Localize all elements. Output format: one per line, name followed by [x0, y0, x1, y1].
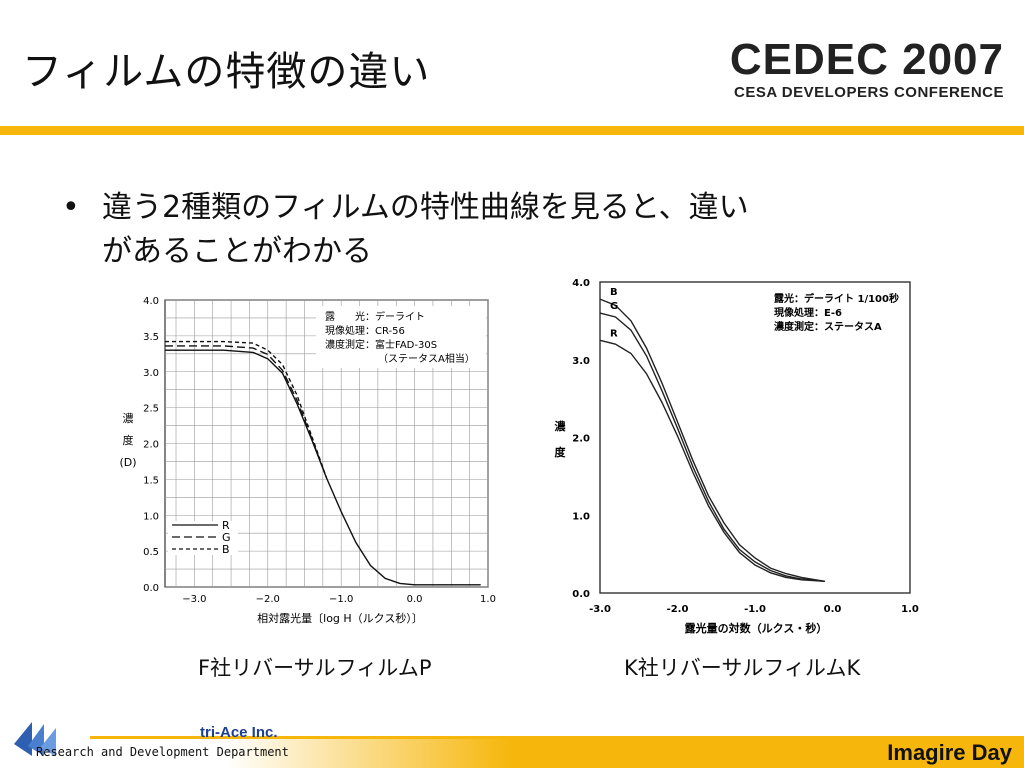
y-axis-label-2: 度 — [123, 433, 134, 447]
x-tick-labels: −3.0 −2.0 −1.0 0.0 1.0 — [182, 594, 496, 605]
y-tick-label: 0.5 — [143, 547, 159, 558]
plot-area-frame — [599, 281, 911, 594]
y-axis-label-2: 度 — [555, 445, 567, 459]
footer-event: Imagire Day — [887, 740, 1012, 765]
y-tick-label: 0.0 — [143, 583, 159, 594]
logo-sub-text: CESA DEVELOPERS CONFERENCE — [734, 84, 1004, 101]
y-tick-label: 1.0 — [572, 511, 590, 522]
bullet-line-1: 違う2種類のフィルムの特性曲線を見ると、違い — [102, 190, 749, 225]
footer-line — [90, 736, 1024, 739]
y-tick-label: 4.0 — [143, 296, 159, 307]
y-tick-label: 2.5 — [143, 404, 159, 415]
legend-label-g: G — [222, 531, 231, 544]
y-tick-labels: 0.0 0.5 1.0 1.5 2.0 2.5 3.0 3.5 4.0 — [143, 296, 159, 594]
y-tick-label: 4.0 — [572, 278, 590, 289]
annotation-line-2: 現像処理：CR-56 — [325, 324, 405, 337]
y-tick-label: 2.0 — [572, 434, 590, 445]
footer-dept: Research and Development Department — [36, 745, 289, 759]
chart-film-p: 0.0 0.5 1.0 1.5 2.0 2.5 3.0 3.5 4.0 −3.0 −2.0 −1.0… — [119, 296, 496, 625]
y-tick-label: 3.0 — [143, 368, 159, 379]
logo-main-text: CEDEC 2007 — [729, 35, 1004, 84]
caption-right: K社リバーサルフィルムK — [624, 656, 861, 680]
y-tick-label: 2.0 — [143, 440, 159, 451]
annotation-line-1: 露 光：デーライト — [325, 310, 425, 323]
y-tick-label: 3.5 — [143, 332, 159, 343]
series-line-g — [599, 312, 825, 582]
annotation-line-4: （ステータスA相当） — [378, 352, 475, 365]
cedec-logo: CEDEC 2007 CESA DEVELOPERS CONFERENCE — [730, 38, 1004, 102]
caption-left: F社リバーサルフィルムP — [198, 656, 432, 680]
series-line-b — [599, 298, 825, 582]
chart-film-k: 0.0 1.0 2.0 3.0 4.0 -3.0 -2.0 -1.0 0.0 1.0 BG R 露… — [555, 278, 919, 635]
x-tick-label: 0.0 — [407, 594, 423, 605]
y-tick-label: 1.5 — [143, 475, 159, 486]
x-tick-label: −2.0 — [256, 594, 280, 605]
x-tick-label: -2.0 — [667, 604, 689, 615]
series-label-b: B — [610, 287, 618, 298]
annotation-line-1: 露光：デーライト 1/100秒 — [774, 292, 899, 305]
bullet-line-2: があることがわかる — [102, 234, 372, 269]
series-line-g — [165, 345, 328, 479]
y-tick-label: 3.0 — [572, 356, 590, 367]
y-axis-label-1: 濃 — [123, 411, 134, 425]
annotation-line-3: 濃度測定：ステータスA — [774, 320, 882, 333]
bullet-text: 違う2種類のフィルムの特性曲線を見ると、違い があることがわかる — [102, 186, 902, 274]
x-tick-label: −1.0 — [329, 594, 353, 605]
annotation-box — [316, 306, 486, 368]
x-tick-label: 1.0 — [480, 594, 496, 605]
x-axis-label: 相対露光量〔log H（ルクス秒）〕 — [257, 611, 423, 625]
x-tick-labels: -3.0 -2.0 -1.0 0.0 1.0 — [589, 604, 919, 615]
y-tick-labels: 0.0 1.0 2.0 3.0 4.0 — [572, 278, 590, 600]
annotation-line-2: 現像処理：E-6 — [774, 306, 842, 319]
annotation-line-3: 濃度測定：富士FAD-30S — [325, 338, 437, 351]
legend-label-b: B — [222, 543, 230, 556]
header-divider — [0, 126, 1024, 135]
x-tick-label: 0.0 — [824, 604, 842, 615]
bullet-dot: • — [62, 190, 80, 225]
y-tick-label: 1.0 — [143, 511, 159, 522]
footer-bar — [0, 738, 1024, 768]
series-line-b — [165, 340, 328, 479]
legend-label-r: R — [222, 519, 230, 532]
series-line-r — [599, 339, 825, 582]
tri-ace-logo-icon — [14, 722, 56, 756]
series-labels: BG R — [610, 287, 618, 339]
y-tick-label: 0.0 — [572, 589, 590, 600]
series-label-r: R — [610, 328, 618, 339]
x-tick-label: −3.0 — [182, 594, 206, 605]
x-tick-label: 1.0 — [901, 604, 919, 615]
footer-company: tri-Ace Inc. — [200, 724, 278, 741]
series-lines — [165, 340, 481, 586]
series-label-g: G — [610, 301, 618, 312]
series-line-r — [165, 349, 481, 586]
x-axis-label: 露光量の対数（ルクス・秒） — [685, 621, 828, 635]
x-tick-label: -3.0 — [589, 604, 611, 615]
x-tick-label: -1.0 — [744, 604, 766, 615]
y-axis-label-1: 濃 — [555, 419, 567, 433]
y-axis-label-3: (D) — [119, 456, 136, 469]
slide-title: フィルムの特徴の違い — [22, 49, 431, 95]
series-lines — [599, 298, 825, 582]
